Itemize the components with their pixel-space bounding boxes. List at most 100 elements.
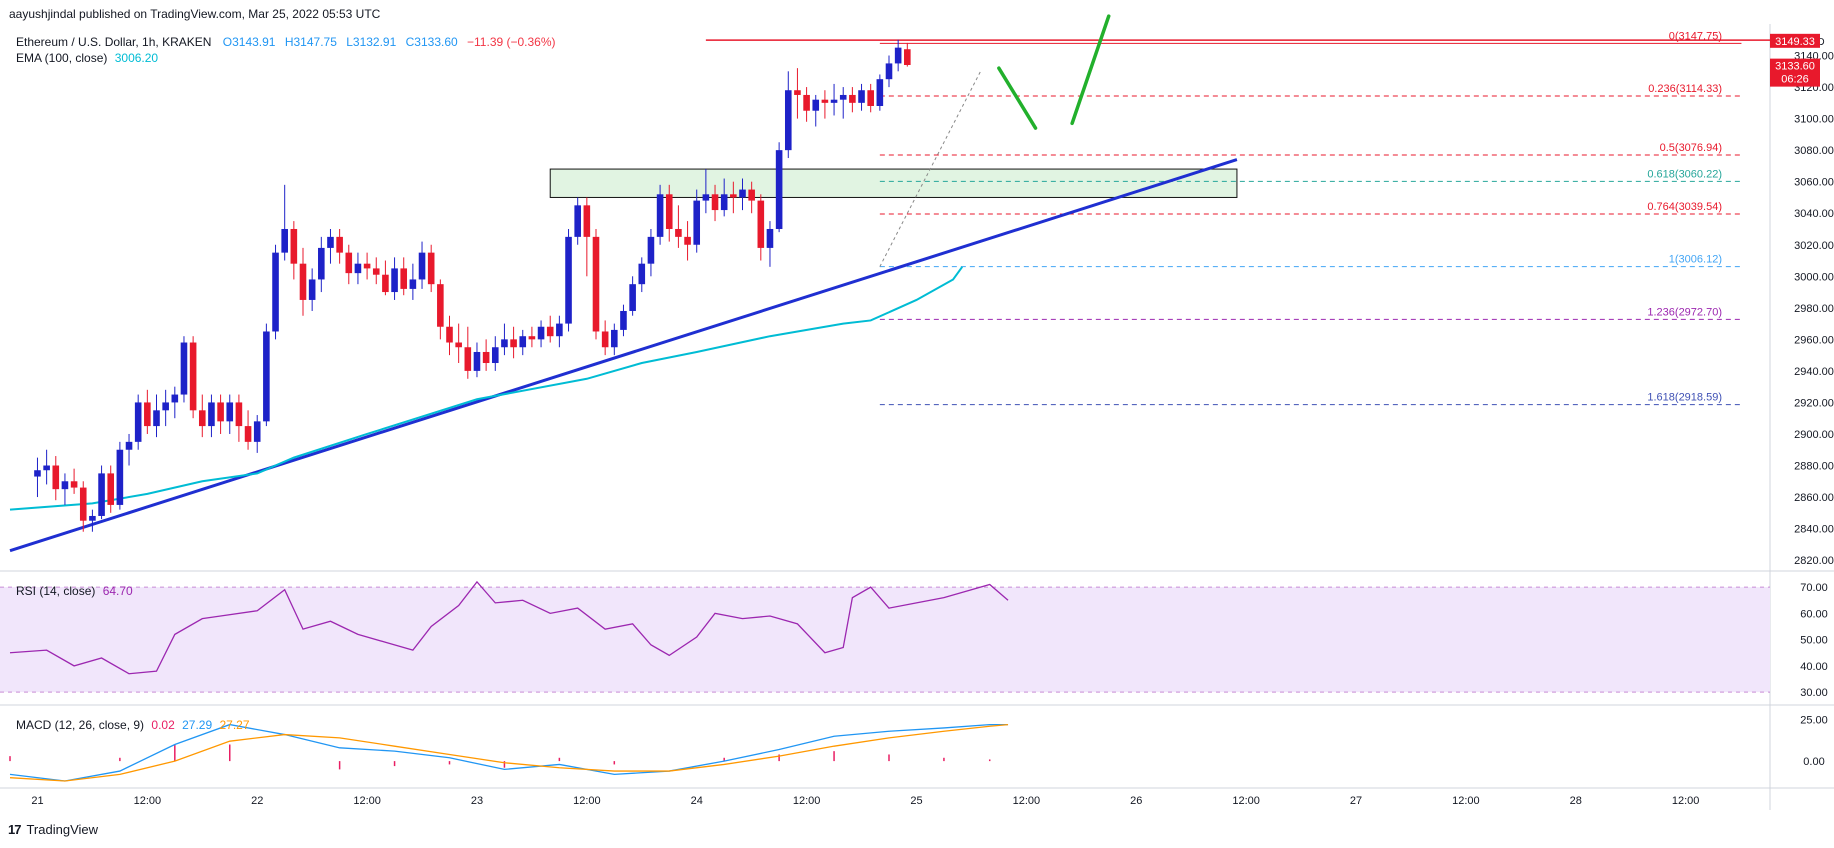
- rsi-band: [0, 587, 1770, 693]
- rsi-tick-label: 70.00: [1800, 582, 1828, 594]
- candle-body: [171, 394, 179, 403]
- candle-body: [418, 252, 426, 280]
- candle-body: [89, 515, 96, 521]
- time-tick-label: 12:00: [1452, 795, 1480, 807]
- ohlc-open: O3143.91: [222, 35, 276, 49]
- candle-body: [198, 410, 206, 427]
- rsi-tick-label: 60.00: [1800, 608, 1828, 620]
- candle-body: [849, 94, 856, 103]
- candle-body: [34, 470, 41, 477]
- rsi-label: RSI (14, close): [16, 584, 96, 598]
- candle-body: [272, 252, 279, 332]
- candle-body: [675, 228, 682, 237]
- candle-body: [501, 339, 508, 348]
- candle-body: [565, 236, 572, 324]
- candle-body: [711, 194, 719, 211]
- candle-body: [125, 441, 133, 450]
- macd-line-value: 27.29: [182, 718, 213, 732]
- candle-body: [748, 189, 755, 201]
- candle-body: [189, 342, 197, 411]
- price-tag-value: 3149.33: [1775, 36, 1815, 48]
- candle-body: [473, 351, 481, 371]
- candle-body: [766, 228, 774, 248]
- candle-body: [244, 426, 252, 442]
- candle-body: [208, 402, 215, 427]
- candle-body: [144, 402, 151, 427]
- macd-hist-value: 0.02: [151, 718, 175, 732]
- candle-body: [839, 94, 847, 100]
- projection-up-leg: [1070, 14, 1111, 126]
- legend-symbol: Ethereum / U.S. Dollar, 1h, KRAKEN O3143…: [16, 35, 556, 49]
- price-tick-label: 3100.00: [1794, 114, 1834, 126]
- time-tick-label: 23: [471, 795, 483, 807]
- legend-rsi: RSI (14, close) 64.70: [16, 584, 133, 598]
- candle-body: [720, 194, 728, 211]
- fib-level-label: 1.618(2918.59): [1647, 392, 1722, 404]
- candle-body: [546, 326, 554, 337]
- ohlc-close: C3133.60: [405, 35, 458, 49]
- price-tag: [1770, 33, 1820, 48]
- candle-body: [803, 94, 810, 111]
- candle-body: [647, 236, 655, 264]
- symbol-title: Ethereum / U.S. Dollar, 1h, KRAKEN: [16, 35, 212, 49]
- price-tick-label: 2860.00: [1794, 492, 1834, 504]
- support-zone: [549, 168, 1238, 198]
- candle-body: [400, 268, 408, 289]
- candle-body: [812, 99, 820, 111]
- candle-body: [537, 326, 545, 340]
- time-tick-label: 12:00: [793, 795, 821, 807]
- candle-body: [510, 339, 517, 348]
- candle-body: [693, 200, 701, 245]
- candle-body: [61, 481, 69, 490]
- candle-body: [665, 194, 673, 229]
- macd-tick-label: 0.00: [1803, 756, 1824, 768]
- candle-body: [730, 194, 737, 198]
- candle-body: [409, 279, 417, 289]
- macd-signal-line: [9, 723, 1009, 782]
- candle-body: [281, 228, 288, 253]
- footer-brand: TradingView: [26, 822, 99, 837]
- price-tick-label: 3000.00: [1794, 271, 1834, 283]
- candle-body: [574, 205, 581, 237]
- candle-body: [894, 47, 902, 64]
- time-tick-label: 12:00: [134, 795, 162, 807]
- candle-body: [299, 263, 307, 300]
- candle-body: [336, 236, 343, 253]
- candle-body: [638, 263, 646, 285]
- price-tick-label: 2840.00: [1794, 524, 1834, 536]
- candle-body: [629, 284, 636, 311]
- time-tick-label: 12:00: [1013, 795, 1041, 807]
- legend-macd: MACD (12, 26, close, 9) 0.02 27.29 27.27: [16, 718, 250, 732]
- time-tick-label: 12:00: [573, 795, 601, 807]
- candle-body: [794, 90, 801, 95]
- price-tick-label: 2920.00: [1794, 397, 1834, 409]
- price-tick-label: 3040.00: [1794, 208, 1834, 220]
- fib-level-label: 0.764(3039.54): [1647, 201, 1722, 213]
- fib-level-label: 1(3006.12): [1669, 254, 1722, 266]
- candle-body: [345, 252, 353, 274]
- rsi-line: [9, 580, 1009, 675]
- trend-line: [9, 158, 1238, 553]
- candle-body: [885, 63, 893, 80]
- time-tick-label: 27: [1350, 795, 1362, 807]
- price-tag-countdown: 06:26: [1781, 74, 1809, 86]
- rsi-value: 64.70: [102, 584, 133, 598]
- candle-body: [354, 263, 362, 274]
- candle-body: [153, 410, 160, 427]
- candle-body: [656, 194, 664, 237]
- macd-label: MACD (12, 26, close, 9): [16, 718, 145, 732]
- fib-diagonal: [879, 71, 982, 267]
- candle-body: [327, 236, 334, 248]
- fib-level-label: 0(3147.75): [1669, 30, 1722, 42]
- price-tick-label: 2880.00: [1794, 461, 1834, 473]
- time-tick-label: 12:00: [353, 795, 381, 807]
- candle-body: [391, 268, 398, 293]
- time-tick-label: 25: [910, 795, 922, 807]
- candle-body: [482, 351, 490, 364]
- price-tick-label: 3020.00: [1794, 240, 1834, 252]
- candle-body: [235, 402, 243, 427]
- candle-body: [455, 342, 462, 348]
- candle-body: [739, 189, 746, 198]
- candle-body: [217, 402, 224, 422]
